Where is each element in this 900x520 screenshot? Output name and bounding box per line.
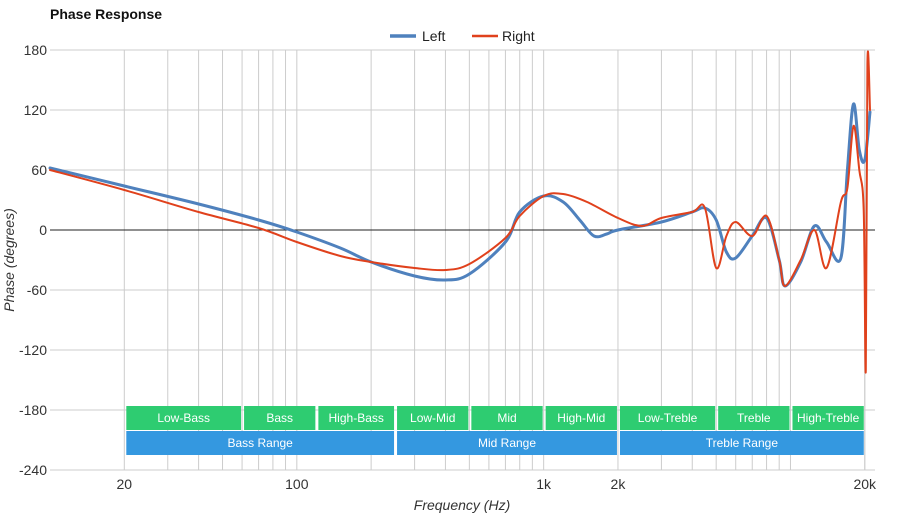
band-treble-range: [619, 431, 864, 455]
chart-title: Phase Response: [50, 6, 162, 22]
x-axis-ticks: 20 100 1k 2k 20k: [117, 476, 878, 492]
band-label: Low-Treble: [638, 411, 698, 425]
frequency-bands: Low-Bass Bass High-Bass Low-Mid Mid High-Mid L…: [126, 406, 864, 455]
x-tick-label: 100: [285, 476, 309, 492]
series-lines: [48, 50, 872, 374]
y-tick-label: -180: [19, 402, 47, 418]
y-tick-label: -120: [19, 342, 47, 358]
band-high-bass: [318, 406, 395, 430]
legend-label-left: Left: [422, 28, 445, 44]
band-label: Bass: [266, 411, 293, 425]
band-low-treble: [619, 406, 716, 430]
y-tick-label: 60: [31, 162, 47, 178]
band-mid: [471, 406, 543, 430]
band-high-treble: [792, 406, 864, 430]
y-axis-label: Phase (degrees): [1, 208, 17, 312]
y-tick-label: 180: [24, 42, 48, 58]
band-label: Mid: [497, 411, 516, 425]
band-low-mid: [397, 406, 469, 430]
x-tick-label: 20k: [853, 476, 877, 492]
band-mid-range: [397, 431, 617, 455]
band-label: High-Treble: [797, 411, 860, 425]
y-tick-label: -60: [27, 282, 47, 298]
x-tick-label: 2k: [611, 476, 627, 492]
band-bass-range: [126, 431, 395, 455]
band-bass: [244, 406, 316, 430]
band-low-bass: [126, 406, 242, 430]
band-label: Low-Mid: [410, 411, 455, 425]
x-tick-label: 1k: [536, 476, 552, 492]
band-label: Low-Bass: [157, 411, 210, 425]
y-tick-label: 120: [24, 102, 48, 118]
legend: Left Right: [390, 28, 535, 44]
legend-label-right: Right: [502, 28, 535, 44]
band-label: High-Bass: [329, 411, 384, 425]
band-label: Treble Range: [706, 436, 779, 450]
band-label: Treble: [737, 411, 771, 425]
band-label: Mid Range: [478, 436, 536, 450]
y-axis-ticks: 180 120 60 0 -60 -120 -180 -240: [19, 42, 47, 478]
x-tick-label: 20: [117, 476, 133, 492]
band-label: High-Mid: [557, 411, 605, 425]
band-treble: [718, 406, 790, 430]
band-high-mid: [545, 406, 617, 430]
y-tick-label: 0: [39, 222, 47, 238]
band-label: Bass Range: [227, 436, 293, 450]
y-tick-label: -240: [19, 462, 47, 478]
series-line-right: [49, 50, 871, 374]
series-line-left: [48, 102, 872, 288]
x-axis-label: Frequency (Hz): [414, 497, 510, 513]
